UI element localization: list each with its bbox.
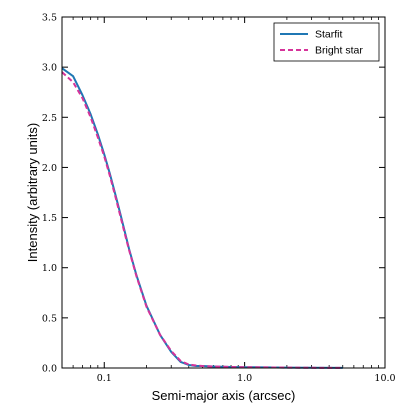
- chart-axes: 0.0 0.5 1.0 1.5 2.0 2.5 3.0 3.5 0.1 1.0 10.0: [42, 13, 396, 385]
- x-axis-label: Semi-major axis (arcsec): [152, 388, 296, 403]
- x-tick-label: 0.1: [97, 373, 112, 384]
- plot-frame: [61, 16, 386, 369]
- y-tick-label: 0.5: [42, 313, 57, 324]
- y-tick-label: 1.5: [42, 213, 57, 224]
- series-line-2: [61, 71, 343, 369]
- y-tick-label: 2.5: [42, 113, 57, 124]
- y-tick-label: 0.0: [42, 364, 57, 375]
- legend: Starfit Bright star: [273, 22, 380, 62]
- series-line-1: [61, 67, 343, 369]
- y-axis-label: Intensity (arbitrary units): [25, 123, 40, 262]
- y-tick-label: 2.0: [42, 163, 57, 174]
- legend-label-2: Bright star: [315, 45, 363, 57]
- legend-label-1: Starfit: [315, 29, 343, 41]
- x-tick-label: 1.0: [237, 373, 252, 384]
- legend-box: [273, 22, 380, 62]
- y-tick-label: 3.5: [42, 13, 57, 24]
- y-tick-label: 1.0: [42, 263, 57, 274]
- series-layer: [61, 67, 343, 369]
- x-tick-label: 10.0: [374, 373, 395, 384]
- y-tick-label: 3.0: [42, 63, 57, 74]
